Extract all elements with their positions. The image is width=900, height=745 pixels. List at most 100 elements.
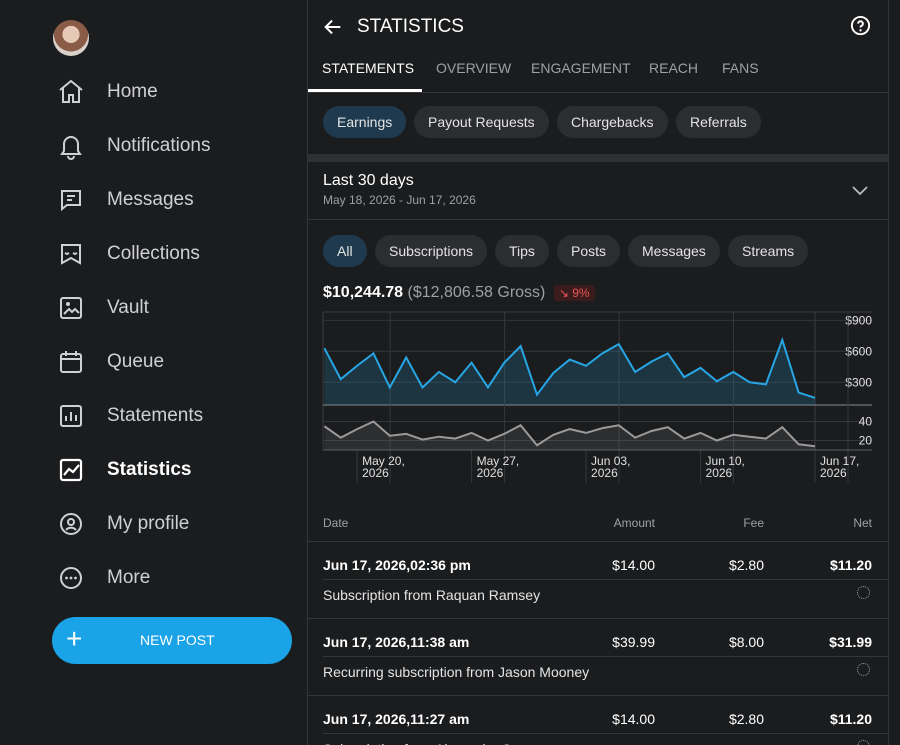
divider [308, 219, 888, 220]
back-button[interactable] [322, 16, 344, 38]
x-tick-label: Jun 03, 2026 [591, 454, 630, 480]
cell-amount: $14.00 [612, 557, 655, 573]
cell-amount: $14.00 [612, 711, 655, 727]
nav-icon [60, 351, 82, 373]
divider [308, 92, 888, 93]
column-header: Net [853, 516, 872, 530]
nav-label: Vault [107, 297, 149, 318]
y-tick-label: 40 [859, 415, 873, 429]
nav-item[interactable]: Notifications [56, 126, 211, 166]
line [323, 420, 816, 448]
tab[interactable]: STATEMENTS [322, 60, 415, 76]
chip[interactable]: All [323, 235, 367, 267]
y-tick-label: 20 [859, 434, 873, 448]
help-button[interactable] [849, 15, 872, 38]
chip[interactable]: Tips [495, 235, 549, 267]
nav-item[interactable]: Messages [56, 180, 194, 220]
chip[interactable]: Subscriptions [375, 235, 488, 267]
divider [308, 695, 888, 696]
gross-total: ($12,806.58 Gross) [407, 284, 546, 301]
chip[interactable]: Messages [628, 235, 720, 267]
cell-description: Subscription from Alexander S [323, 741, 511, 745]
tab[interactable]: FANS [722, 60, 759, 76]
y-tick-label: $600 [845, 344, 872, 358]
tab[interactable]: ENGAGEMENT [531, 60, 631, 76]
status-spinner [857, 740, 870, 745]
nav-icon [61, 190, 81, 212]
cell-description: Subscription from Raquan Ramsey [323, 587, 541, 603]
avatar[interactable] [53, 20, 89, 56]
chip[interactable]: Posts [557, 235, 621, 267]
nav-label: Messages [107, 189, 194, 210]
period-title: Last 30 days [323, 172, 414, 189]
divider [308, 541, 888, 542]
divider [323, 733, 888, 734]
column-header: Amount [613, 516, 655, 530]
tab[interactable]: OVERVIEW [436, 60, 512, 76]
cell-fee: $2.80 [728, 711, 764, 727]
page-title: STATISTICS [357, 16, 464, 37]
nav-label: Collections [107, 243, 200, 264]
nav-icon [60, 297, 82, 319]
divider [323, 579, 888, 580]
chip[interactable]: Chargebacks [557, 106, 668, 138]
cell-fee: $8.00 [728, 634, 764, 650]
expand-icon[interactable] [851, 183, 869, 197]
nav-item[interactable]: Home [56, 72, 158, 112]
nav-item[interactable]: Queue [56, 342, 164, 382]
x-tick-label-line: 2026 [591, 466, 618, 480]
plus-icon: + [66, 623, 83, 654]
x-tick-label-line: 2026 [362, 466, 389, 480]
status-spinner [857, 663, 870, 676]
nav-item[interactable]: Collections [56, 234, 200, 274]
x-tick-label-line: May 20, [362, 454, 405, 468]
separator [308, 154, 888, 162]
chip[interactable]: Payout Requests [414, 106, 549, 138]
nav-item[interactable]: Statistics [56, 450, 191, 490]
cell-date: Jun 17, 2026,11:38 am [323, 634, 470, 650]
area [324, 421, 815, 450]
nav-label: Queue [107, 351, 165, 372]
new-post-button[interactable]: + NEW POST [52, 617, 292, 664]
line [323, 336, 816, 399]
net-total: $10,244.78 [323, 284, 404, 301]
nav-icon [60, 513, 82, 535]
tab-indicator [308, 89, 422, 92]
cell-amount: $39.99 [612, 634, 655, 650]
cell-fee: $2.80 [728, 557, 764, 573]
chip[interactable]: Streams [728, 235, 809, 267]
area [324, 339, 815, 405]
nav-item[interactable]: My profile [56, 504, 189, 544]
x-tick-label-line: May 27, [477, 454, 520, 468]
cell-date: Jun 17, 2026,02:36 pm [323, 557, 471, 573]
status-spinner [857, 586, 870, 599]
period-range: May 18, 2026 - Jun 17, 2026 [323, 193, 476, 207]
cell-net: $11.20 [829, 557, 872, 573]
nav-label: Home [107, 81, 158, 102]
nav-icon [60, 136, 82, 160]
nav-icon [60, 567, 82, 589]
nav-icon [60, 405, 82, 427]
column-header: Date [323, 516, 349, 530]
x-tick-label: May 27, 2026 [477, 454, 520, 480]
nav-item[interactable]: Vault [56, 288, 149, 328]
x-tick-label-line: Jun 03, [591, 454, 630, 468]
divider [308, 618, 888, 619]
tab[interactable]: REACH [649, 60, 699, 76]
nav-item[interactable]: Statements [56, 396, 203, 436]
chip[interactable]: Referrals [676, 106, 761, 138]
x-tick-label-line: 2026 [820, 466, 847, 480]
divider [323, 656, 888, 657]
change-value: 9% [572, 286, 590, 300]
nav-label: Statistics [107, 459, 192, 480]
y-tick-label: $300 [845, 375, 872, 389]
nav-item[interactable]: More [56, 558, 150, 598]
button-label: NEW POST [140, 632, 215, 648]
nav-icon [61, 244, 81, 265]
x-tick-label: Jun 10, 2026 [706, 454, 745, 480]
chip[interactable]: Earnings [323, 106, 407, 138]
y-tick-label: $900 [845, 313, 872, 327]
x-tick-label-line: Jun 10, [706, 454, 745, 468]
